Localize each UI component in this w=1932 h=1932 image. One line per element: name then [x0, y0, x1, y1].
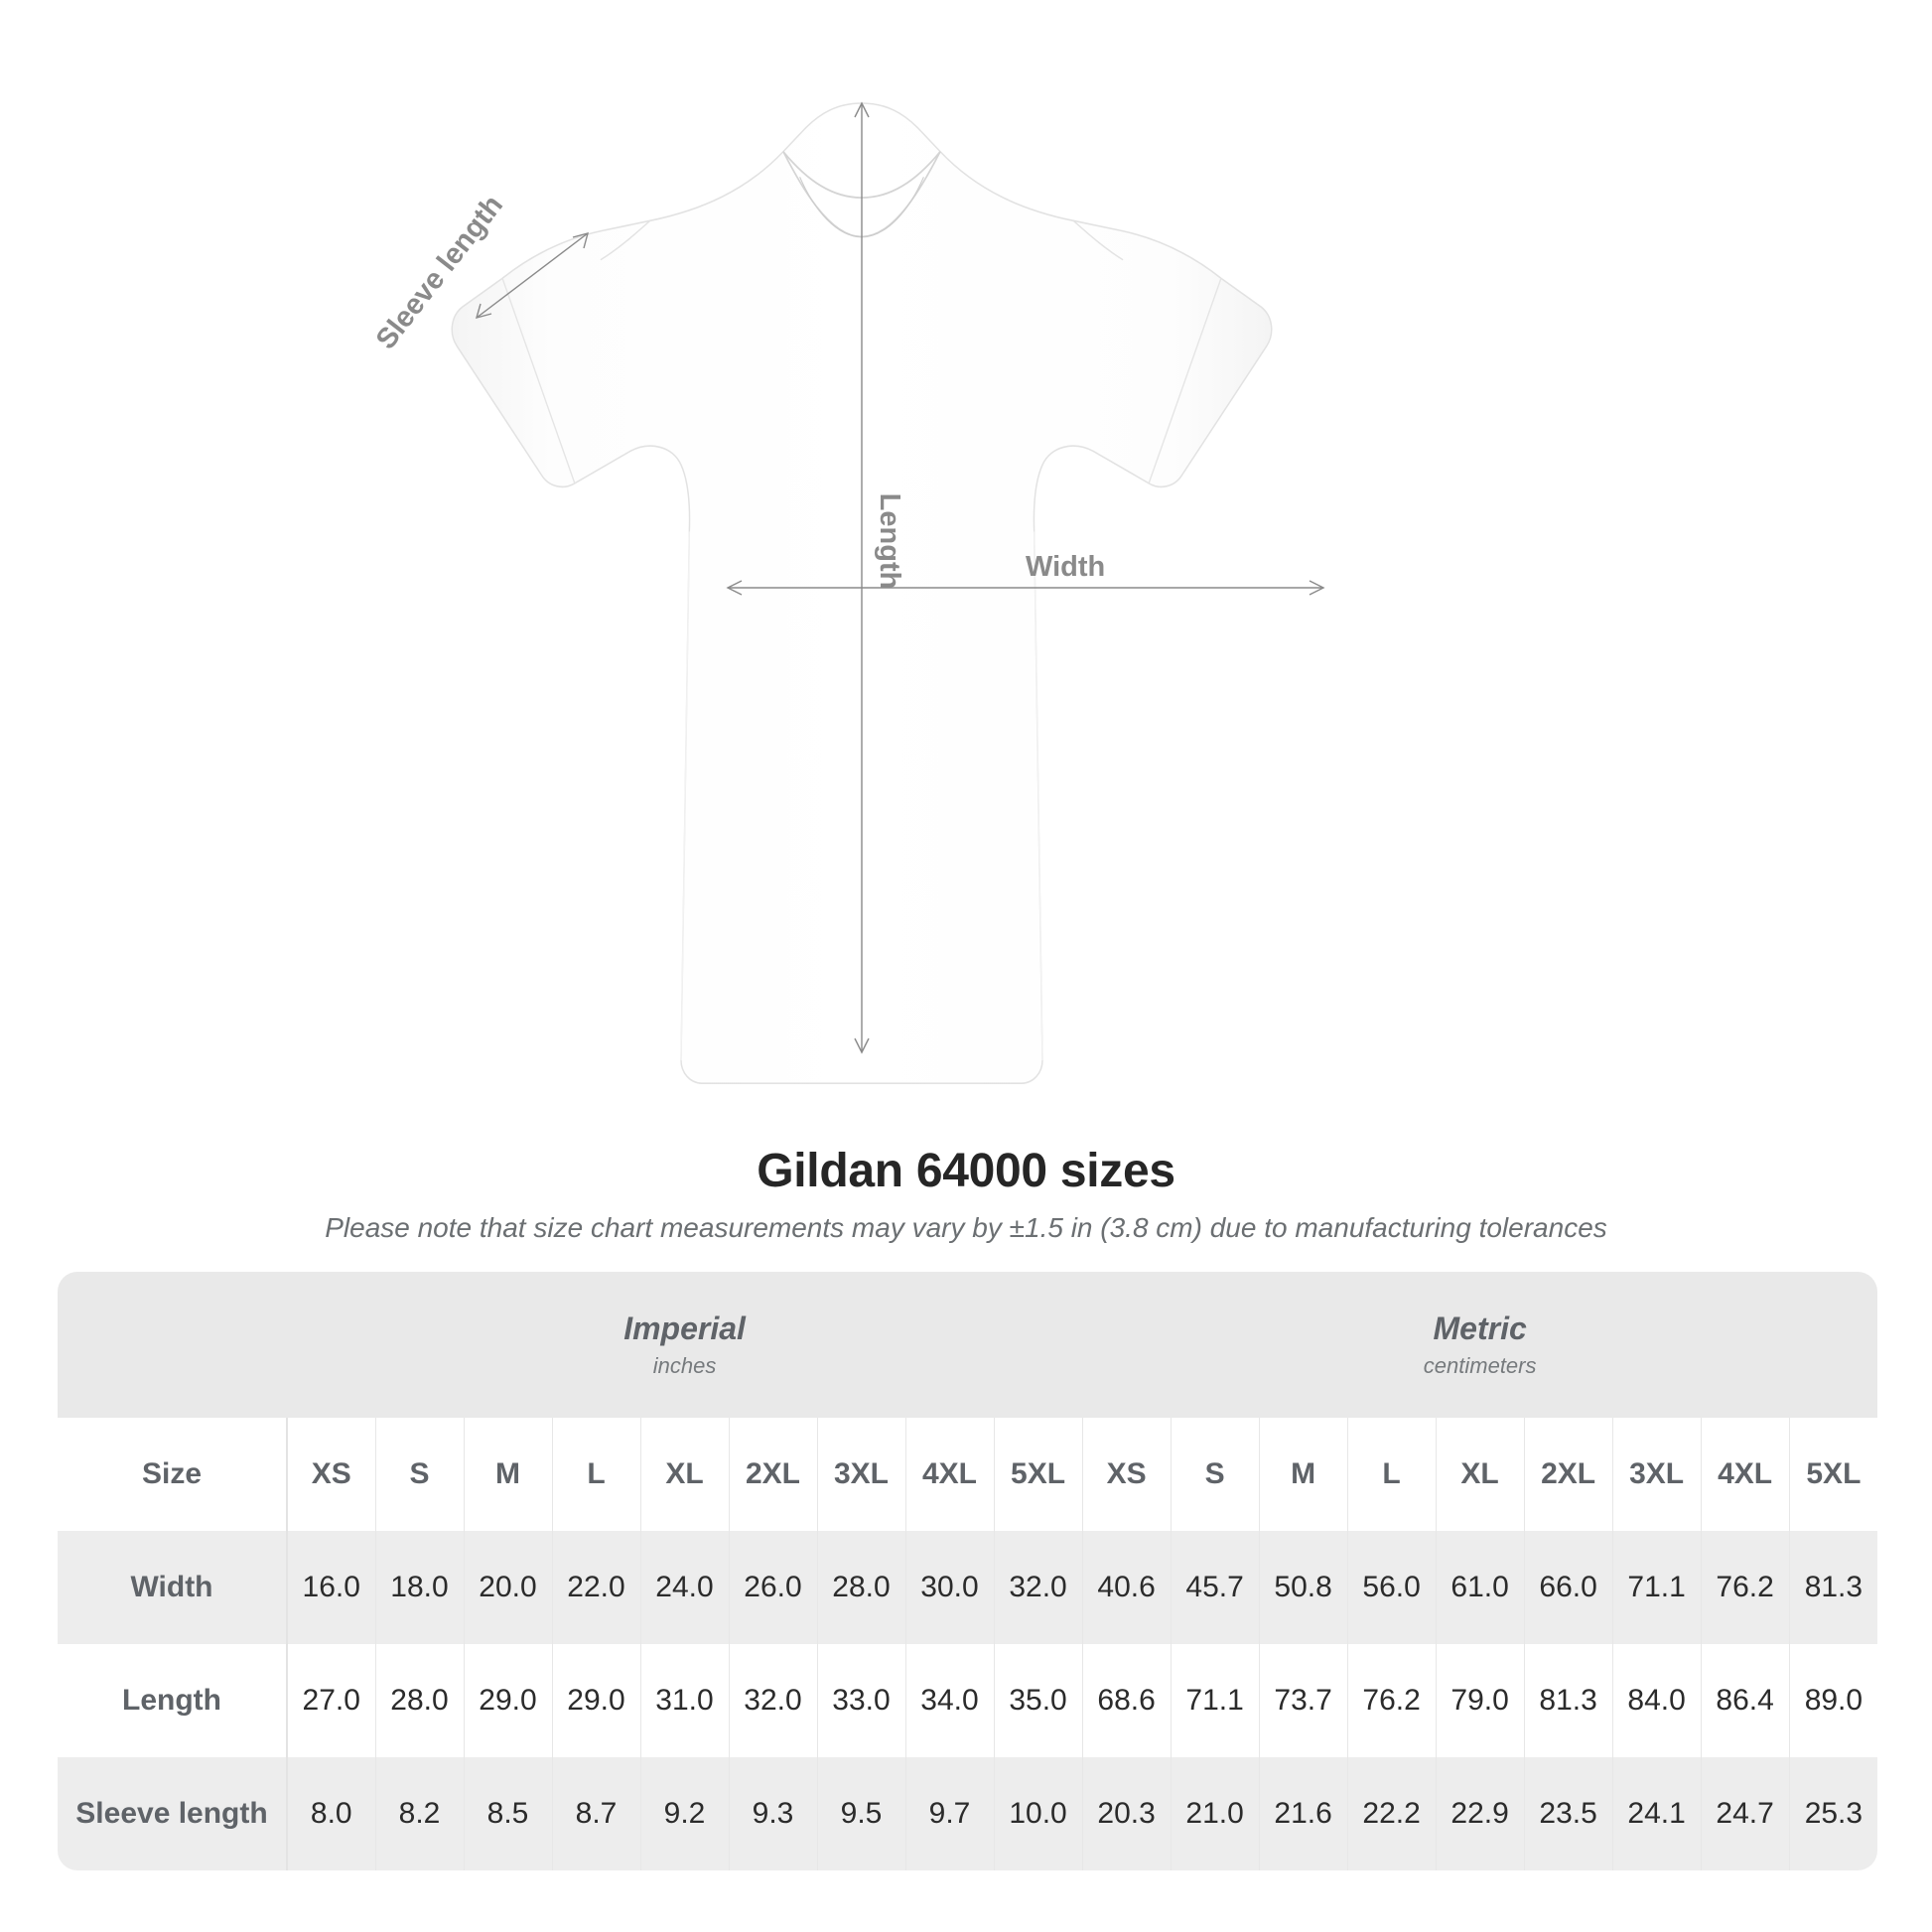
svg-text:Length: Length: [874, 493, 905, 590]
svg-text:Width: Width: [1026, 551, 1105, 583]
